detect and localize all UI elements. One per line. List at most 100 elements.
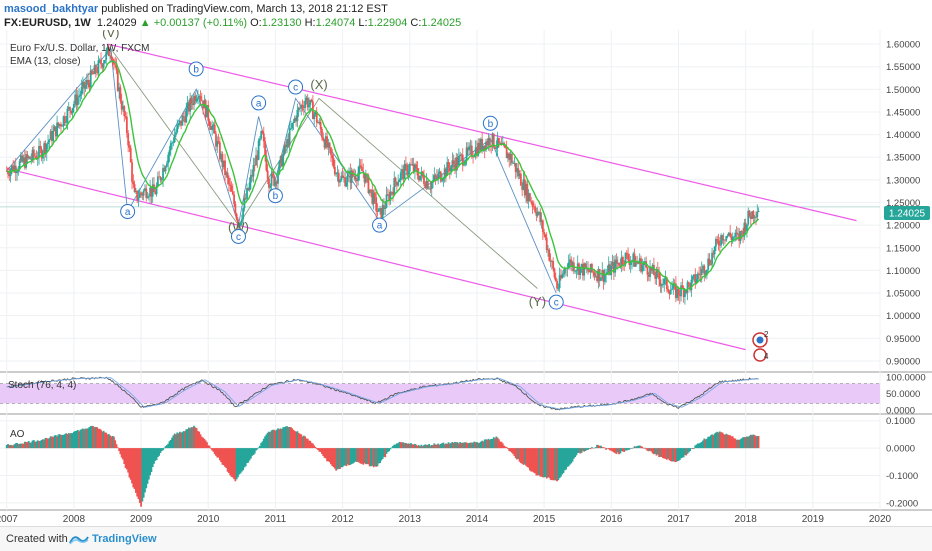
high-label: H: bbox=[304, 17, 316, 29]
price-tick-label: 1.35000 bbox=[886, 153, 920, 164]
candle-body bbox=[402, 169, 405, 180]
ao-bar bbox=[249, 448, 252, 459]
candle-body bbox=[682, 287, 685, 297]
price-tick-label: 0.95000 bbox=[886, 334, 920, 345]
candle-body bbox=[218, 142, 221, 160]
tradingview-brand[interactable]: TradingView bbox=[92, 533, 157, 545]
ao-bar bbox=[348, 448, 350, 466]
candle-body bbox=[428, 188, 431, 190]
low-label: L: bbox=[358, 17, 368, 29]
candle-body bbox=[212, 124, 215, 127]
wave-label-circle bbox=[548, 294, 564, 310]
wave-label-circle bbox=[188, 61, 204, 77]
candle-body bbox=[191, 103, 194, 105]
ao-bar bbox=[315, 448, 318, 450]
ao-bar bbox=[208, 445, 211, 449]
candle-body bbox=[208, 120, 211, 127]
ao-bar bbox=[324, 448, 327, 459]
candle-body bbox=[292, 121, 295, 124]
candle-body bbox=[535, 211, 538, 216]
ao-bar bbox=[345, 448, 348, 467]
ao-tick-label: -0.1000 bbox=[886, 471, 918, 482]
candle-body bbox=[746, 224, 748, 232]
ao-bar bbox=[273, 429, 276, 449]
candle-body bbox=[327, 142, 330, 148]
ao-bar bbox=[711, 434, 713, 449]
candle-body bbox=[450, 165, 453, 172]
ao-bar bbox=[295, 431, 297, 449]
ao-bar bbox=[602, 447, 605, 449]
ao-bar bbox=[136, 448, 139, 497]
candle-body bbox=[721, 235, 724, 241]
candle-body bbox=[627, 253, 629, 260]
candle-body bbox=[662, 284, 664, 285]
candle-body bbox=[83, 81, 86, 89]
ao-bar bbox=[392, 445, 394, 449]
candle-body bbox=[472, 156, 474, 158]
stoch-tick-label: 50.0000 bbox=[886, 389, 920, 400]
candle-body bbox=[100, 59, 102, 65]
candle-body bbox=[611, 261, 614, 266]
ao-bar bbox=[472, 442, 474, 449]
ao-bar bbox=[656, 448, 659, 455]
candle-body bbox=[330, 147, 332, 155]
ao-bar bbox=[275, 429, 278, 449]
ao-bar bbox=[153, 448, 155, 464]
candle-body bbox=[35, 156, 38, 159]
candle-body bbox=[460, 154, 463, 156]
ao-bar bbox=[221, 448, 224, 465]
candle-body bbox=[194, 95, 197, 102]
candle-body bbox=[269, 185, 272, 188]
ao-bar bbox=[198, 431, 201, 449]
candle-body bbox=[739, 231, 742, 241]
ao-bar bbox=[17, 444, 20, 449]
ao-bar bbox=[287, 427, 290, 449]
ao-bar bbox=[194, 427, 197, 449]
candle-body bbox=[350, 170, 353, 183]
candle-body bbox=[38, 145, 40, 158]
candle-body bbox=[395, 182, 398, 186]
candle-body bbox=[92, 73, 95, 75]
ao-bar bbox=[349, 448, 352, 465]
ao-bars bbox=[5, 425, 760, 507]
ao-bar bbox=[487, 438, 490, 449]
ao-bar bbox=[445, 443, 447, 449]
ao-bar bbox=[231, 448, 234, 478]
candle-body bbox=[302, 107, 305, 109]
globe-icon bbox=[756, 336, 764, 344]
ao-bar bbox=[429, 445, 432, 449]
ao-bar bbox=[507, 448, 509, 449]
ao-bar bbox=[213, 448, 216, 455]
candle-body bbox=[596, 275, 598, 282]
ao-bar bbox=[450, 443, 453, 449]
candle-body bbox=[552, 261, 555, 269]
candle-body bbox=[82, 81, 84, 87]
candle-body bbox=[331, 154, 334, 159]
ao-bar bbox=[362, 448, 365, 465]
ao-bar bbox=[552, 448, 555, 481]
candle-body bbox=[359, 165, 362, 167]
candle-body bbox=[336, 172, 339, 174]
ao-bar bbox=[739, 439, 742, 449]
candle-body bbox=[420, 171, 423, 176]
ao-bar bbox=[319, 448, 322, 452]
ao-bar bbox=[736, 439, 739, 449]
candle-body bbox=[256, 155, 259, 160]
ao-bar bbox=[540, 448, 543, 477]
candle-body bbox=[748, 210, 751, 217]
ao-bar bbox=[735, 439, 738, 449]
author-link[interactable]: masood_bakhtyar bbox=[4, 3, 99, 15]
candle-body bbox=[694, 274, 697, 283]
candle-body bbox=[103, 60, 106, 64]
ao-bar bbox=[66, 434, 69, 449]
candle-body bbox=[615, 259, 618, 264]
candle-body bbox=[720, 235, 723, 246]
candle-body bbox=[326, 136, 328, 148]
x-tick-label: 2011 bbox=[265, 514, 287, 525]
ao-bar bbox=[168, 441, 171, 449]
candle-body bbox=[248, 182, 251, 191]
ao-bar bbox=[504, 446, 507, 449]
candle-body bbox=[681, 285, 684, 288]
candle-body bbox=[141, 194, 144, 196]
